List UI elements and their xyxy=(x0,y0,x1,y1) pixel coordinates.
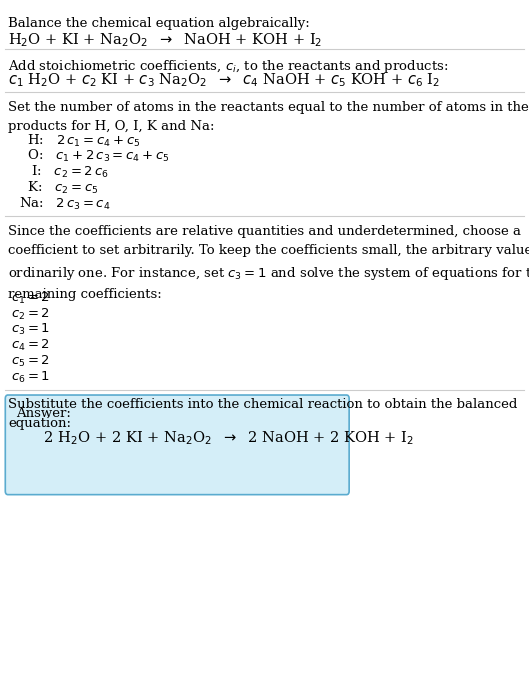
Text: H$_2$O + KI + Na$_2$O$_2$  $\rightarrow$  NaOH + KOH + I$_2$: H$_2$O + KI + Na$_2$O$_2$ $\rightarrow$ … xyxy=(8,31,322,49)
Text: O:   $c_1 + 2\,c_3 = c_4 + c_5$: O: $c_1 + 2\,c_3 = c_4 + c_5$ xyxy=(19,148,169,164)
Text: Since the coefficients are relative quantities and underdetermined, choose a
coe: Since the coefficients are relative quan… xyxy=(8,225,529,300)
Text: 2 H$_2$O + 2 KI + Na$_2$O$_2$  $\rightarrow$  2 NaOH + 2 KOH + I$_2$: 2 H$_2$O + 2 KI + Na$_2$O$_2$ $\rightarr… xyxy=(16,429,414,447)
Text: $c_4 = 2$: $c_4 = 2$ xyxy=(11,338,50,353)
Text: $c_6 = 1$: $c_6 = 1$ xyxy=(11,370,50,385)
Text: K:   $c_2 = c_5$: K: $c_2 = c_5$ xyxy=(19,180,98,196)
Text: Set the number of atoms in the reactants equal to the number of atoms in the
pro: Set the number of atoms in the reactants… xyxy=(8,101,528,133)
Text: $c_3 = 1$: $c_3 = 1$ xyxy=(11,322,50,337)
Text: Answer:: Answer: xyxy=(16,407,71,420)
Text: Balance the chemical equation algebraically:: Balance the chemical equation algebraica… xyxy=(8,17,309,30)
FancyBboxPatch shape xyxy=(5,395,349,495)
Text: H:   $2\,c_1 = c_4 + c_5$: H: $2\,c_1 = c_4 + c_5$ xyxy=(19,133,140,148)
Text: $c_1 = 2$: $c_1 = 2$ xyxy=(11,291,50,306)
Text: Substitute the coefficients into the chemical reaction to obtain the balanced
eq: Substitute the coefficients into the che… xyxy=(8,398,517,431)
Text: Na:   $2\,c_3 = c_4$: Na: $2\,c_3 = c_4$ xyxy=(19,196,110,212)
Text: $c_1$ H$_2$O + $c_2$ KI + $c_3$ Na$_2$O$_2$  $\rightarrow$  $c_4$ NaOH + $c_5$ K: $c_1$ H$_2$O + $c_2$ KI + $c_3$ Na$_2$O$… xyxy=(8,71,440,89)
Text: $c_5 = 2$: $c_5 = 2$ xyxy=(11,354,50,369)
Text: Add stoichiometric coefficients, $c_i$, to the reactants and products:: Add stoichiometric coefficients, $c_i$, … xyxy=(8,58,448,76)
Text: I:   $c_2 = 2\,c_6$: I: $c_2 = 2\,c_6$ xyxy=(19,164,108,180)
Text: $c_2 = 2$: $c_2 = 2$ xyxy=(11,306,50,322)
